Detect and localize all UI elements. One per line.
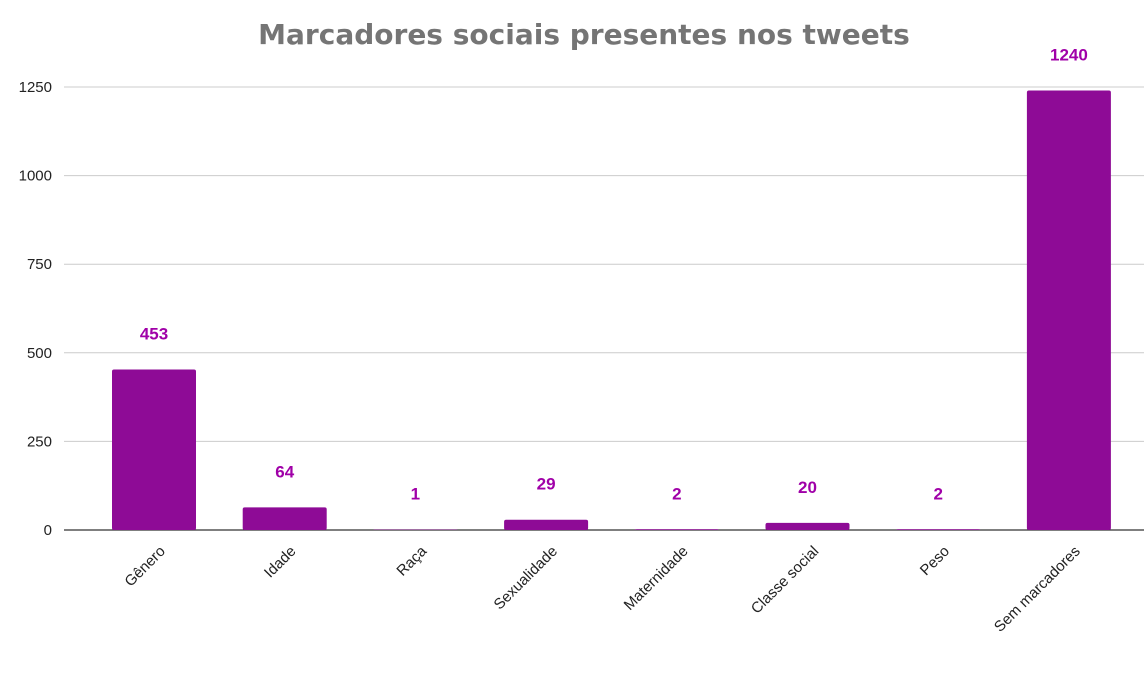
y-tick-label: 500 [27, 345, 52, 362]
bar [504, 519, 589, 530]
y-tick-label: 1000 [19, 168, 52, 185]
data-labels: 453 64 1 29 2 20 2 1240 [140, 46, 1088, 504]
data-label: 64 [275, 462, 294, 481]
x-tick-label: Peso [917, 543, 953, 579]
x-tick-label: Raça [393, 542, 430, 579]
y-tick-label: 1250 [19, 79, 52, 96]
y-tick-label: 750 [27, 256, 52, 273]
bar [896, 529, 981, 530]
y-tick-label: 250 [27, 433, 52, 450]
x-tick-label: Idade [261, 543, 300, 582]
data-label: 29 [537, 475, 556, 494]
x-tick-label: Maternidade [621, 543, 692, 614]
data-label: 20 [798, 478, 817, 497]
y-axis-ticks: 0 250 500 750 1000 1250 [19, 79, 52, 539]
data-label: 1 [411, 485, 420, 504]
bars [112, 90, 1111, 530]
data-label: 453 [140, 324, 168, 343]
x-tick-label: Sem marcadores [991, 543, 1084, 636]
bar [112, 369, 196, 530]
gridlines [64, 86, 1144, 531]
y-tick-label: 0 [44, 522, 52, 539]
data-label: 2 [672, 484, 681, 503]
x-tick-label: Gênero [121, 543, 168, 590]
chart-title: Marcadores sociais presentes nos tweets [258, 18, 910, 51]
data-label: 1240 [1050, 46, 1088, 65]
x-tick-label: Sexualidade [491, 543, 561, 613]
x-axis-ticks: Gênero Idade Raça Sexualidade Maternidade Cla… [121, 542, 1083, 635]
bar [765, 522, 850, 530]
bar [242, 507, 327, 530]
bar [1026, 90, 1111, 530]
data-label: 2 [933, 484, 942, 503]
bar [634, 529, 719, 530]
x-tick-label: Classe social [748, 543, 823, 618]
